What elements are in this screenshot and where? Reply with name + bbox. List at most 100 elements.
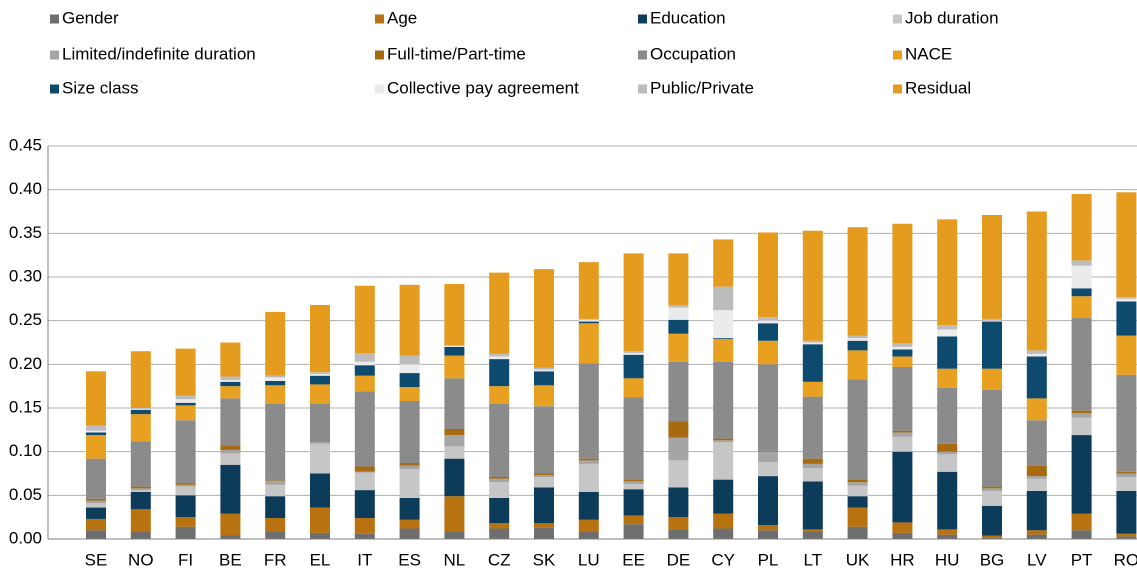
bar-segment [86,371,106,426]
bar-segment [175,486,196,496]
bar-segment [668,307,689,320]
bar-segment [354,518,375,534]
bar-segment [130,509,151,533]
bar-segment [1026,476,1047,479]
bar-segment [444,345,465,346]
bar-segment [489,272,510,354]
legend-label: Limited/indefinite duration [62,44,256,63]
legend-label: Age [387,8,417,27]
bar-segment [937,387,958,444]
bar-segment [623,515,644,525]
bar-segment [130,441,151,487]
bar-segment [713,310,734,339]
bar-segment [758,323,778,341]
legend-swatch [375,84,384,94]
x-tick-label: PL [758,550,779,569]
bar-segment [1071,260,1092,266]
bar-segment [265,380,286,386]
bar-segment [175,348,196,396]
bar-segment [623,397,644,480]
x-tick-label: DE [667,550,691,569]
bar-segment [130,414,151,442]
legend-label: Size class [62,78,139,97]
bar-segment [578,363,599,459]
bar-segment [399,497,420,520]
bar-segment [399,463,420,466]
bar-segment [982,321,1002,369]
bar-segment [982,214,1002,319]
bar-segment [1116,374,1137,472]
bar-segment [399,401,420,464]
bar-segment [399,364,420,374]
bar-segment [847,526,868,539]
bar-segment [1071,288,1092,297]
bar-segment [354,365,375,376]
bar-segment [982,368,1002,390]
bar-segment [713,479,734,514]
bar-segment [265,311,286,376]
bar-segment [354,391,375,467]
bar-segment [668,333,689,362]
bar-segment [399,528,420,539]
bar-segment [130,409,151,415]
bar-segment [534,473,554,476]
bar-segment [802,381,823,397]
bar-segment [399,373,420,388]
bar-segment [175,483,196,485]
bar-segment [623,351,644,353]
bar-segment [1026,350,1047,354]
bar-segment [399,519,420,529]
bar-segment [354,471,375,473]
bar-segment [265,532,286,539]
bar-segment [623,524,644,539]
bar-segment [489,403,510,477]
bar-segment [623,479,644,482]
bar-segment [758,340,778,365]
legend-label: Job duration [905,8,999,27]
bar-segment [534,475,554,477]
bar-segment [489,478,510,483]
bar-segment [86,425,106,431]
bar-segment [668,460,689,488]
bar-segment [1116,192,1137,298]
y-tick-label: 0.30 [9,266,42,285]
bar-segment [937,329,958,337]
bar-segment [265,479,286,481]
bar-segment [937,471,958,530]
bar-segment [623,354,644,379]
bar-segment [713,513,734,529]
bar-segment [399,284,420,356]
bar-segment [802,342,823,345]
bar-segment [534,476,554,488]
bar-segment [578,323,599,364]
bar-segment [1071,296,1092,319]
bar-segment [354,490,375,519]
bar-segment [623,352,644,355]
bar-segment [802,396,823,459]
bar-segment [713,438,734,441]
bar-segment [1071,413,1092,418]
legend-swatch [893,50,902,60]
legend-label: Public/Private [650,78,754,97]
legend-swatch [893,14,902,24]
bar-segment [847,507,868,527]
bar-segment [892,356,913,367]
bar-segment [534,367,554,370]
bar-segment [758,530,778,539]
bar-segment [220,513,241,536]
bar-segment [982,320,1002,322]
bar-segment [982,535,1002,538]
y-tick-label: 0.35 [9,223,42,242]
bar-segment [444,435,465,447]
bar-segment [399,465,420,470]
bar-segment [444,283,465,346]
bar-segment [623,253,644,352]
bar-segment [892,430,913,433]
bar-segment [265,484,286,497]
bar-segment [1071,194,1092,261]
bar-segment [534,406,554,474]
bar-segment [1116,297,1137,299]
bar-segment [892,343,913,347]
bar-segment [354,375,375,392]
bar-segment [175,405,196,421]
